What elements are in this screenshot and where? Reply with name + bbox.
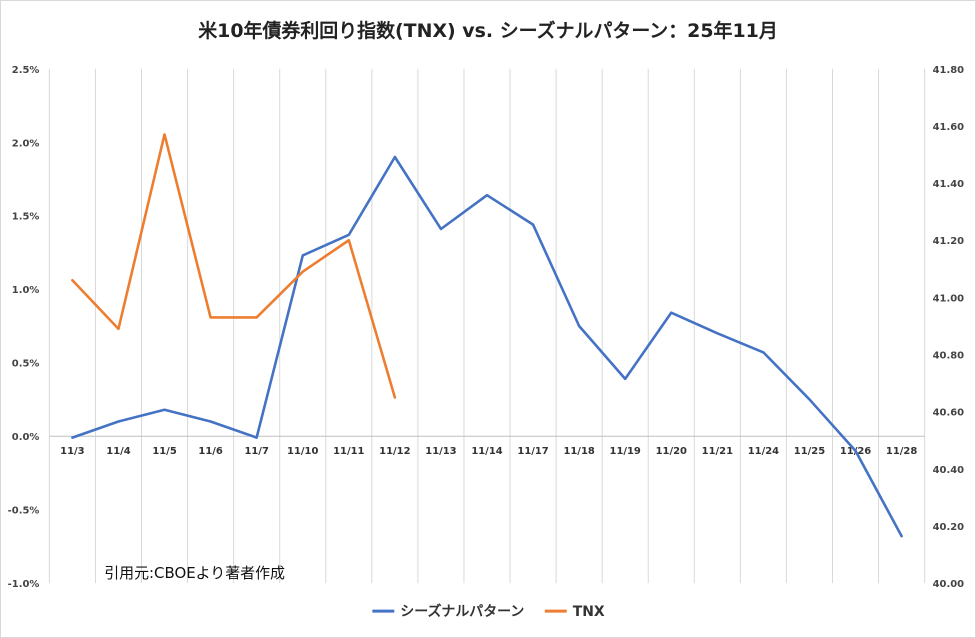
y-left-tick-label: 0.0% xyxy=(12,432,40,443)
x-tick-label: 11/21 xyxy=(702,446,733,457)
x-tick-label: 11/12 xyxy=(379,446,410,457)
y-right-tick-label: 40.00 xyxy=(933,579,965,590)
x-tick-label: 11/5 xyxy=(152,446,176,457)
y-left-tick-label: 1.0% xyxy=(12,285,40,296)
y-left-tick-label: 0.5% xyxy=(12,359,40,370)
y-right-tick-label: 40.80 xyxy=(933,351,965,362)
x-tick-label: 11/28 xyxy=(886,446,917,457)
legend: シーズナルパターン TNX xyxy=(372,603,605,620)
y-right-tick-label: 41.60 xyxy=(933,122,965,133)
y-left-tick-label: -0.5% xyxy=(8,506,40,517)
y-left-tick-label: -1.0% xyxy=(8,579,40,590)
legend-label: TNX xyxy=(573,604,605,620)
y-right-tick-label: 40.20 xyxy=(933,522,965,533)
y-axis-left: -1.0% -0.5% 0.0% 0.5% 1.0% 1.5% 2.0% 2.5% xyxy=(8,65,40,590)
gridlines xyxy=(48,68,926,584)
x-tick-label: 11/25 xyxy=(794,446,825,457)
series-line-0 xyxy=(71,155,903,538)
x-tick-label: 11/13 xyxy=(425,446,456,457)
y-right-tick-label: 41.00 xyxy=(933,293,965,304)
x-tick-label: 11/19 xyxy=(610,446,641,457)
x-tick-label: 11/4 xyxy=(106,446,130,457)
y-right-tick-label: 40.40 xyxy=(933,465,965,476)
series-line-1 xyxy=(71,133,397,399)
y-right-tick-label: 40.60 xyxy=(933,408,965,419)
chart-title: 米10年債券利回り指数(TNX) vs. シーズナルパターン：25年11月 xyxy=(198,19,778,42)
x-tick-label: 11/20 xyxy=(656,446,687,457)
y-left-tick-label: 2.0% xyxy=(12,138,40,149)
source-annotation: 引用元:CBOEより著者作成 xyxy=(104,564,285,582)
series-layer xyxy=(71,133,903,538)
legend-label: シーズナルパターン xyxy=(400,603,524,620)
x-axis: 11/3 11/4 11/5 11/6 11/7 11/10 11/11 11/12 11/13… xyxy=(60,446,917,457)
y-right-tick-label: 41.80 xyxy=(933,65,965,76)
y-right-tick-label: 41.20 xyxy=(933,236,965,247)
y-left-tick-label: 1.5% xyxy=(12,212,40,223)
x-tick-label: 11/14 xyxy=(471,446,502,457)
y-right-tick-label: 41.40 xyxy=(933,179,965,190)
x-tick-label: 11/18 xyxy=(563,446,594,457)
x-tick-label: 11/17 xyxy=(517,446,548,457)
x-tick-label: 11/7 xyxy=(244,446,268,457)
y-axis-right: 40.00 40.20 40.40 40.60 40.80 41.00 41.20 41.40… xyxy=(933,65,965,590)
x-tick-label: 11/6 xyxy=(198,446,222,457)
x-tick-label: 11/3 xyxy=(60,446,84,457)
x-tick-label: 11/10 xyxy=(287,446,318,457)
x-tick-label: 11/11 xyxy=(333,446,364,457)
y-left-tick-label: 2.5% xyxy=(12,65,40,76)
x-tick-label: 11/24 xyxy=(748,446,779,457)
